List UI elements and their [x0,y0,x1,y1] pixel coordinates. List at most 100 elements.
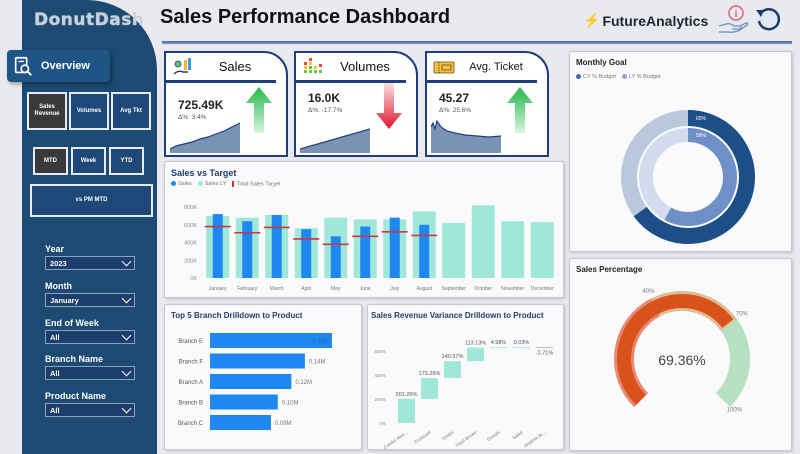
end-of-week-slicer: End of Week All [45,318,135,344]
panel-title: Top 5 Branch Drilldown to Product [171,311,303,320]
bar-sales [301,229,312,278]
trend-down-arrow-icon [376,83,402,129]
metric-button-volumes[interactable]: Volumes [69,92,109,130]
kpi-delta: Δ%: 25.6% [439,107,472,114]
top-branch-chart: Branch E 0.18M Branch F 0.14M Branch A 0.12M B… [178,333,332,430]
chart-legend: Sales Sales LY Total Sales Target [171,181,281,187]
branch-name-label: Branch Name [45,354,104,364]
gauge-band-label: 100% [727,407,743,413]
end-of-week-dropdown[interactable]: All [45,330,135,344]
trend-up-arrow-icon [246,87,272,133]
year-value: 2023 [50,258,67,268]
overview-label: Overview [41,60,90,72]
metric-selector: Sales Revenue Volumes Avg Tkt [27,92,151,130]
product-name-value: All [50,405,60,415]
data-label: 0.03% [514,340,530,346]
report-search-icon [14,56,32,76]
gauge-band [715,319,750,408]
ticket-icon [433,61,455,73]
kpi-value: 16.0K [308,91,341,105]
chart-legend: CY % Budget LY % Budget [576,74,661,80]
x-tick-label: Hash Brown [455,429,478,447]
volumes-sparkline [300,128,370,153]
product-name-slicer: Product Name All [45,391,135,417]
panel-title: Sales Percentage [576,265,643,274]
data-label: 0.12M [295,380,312,386]
sales-percentage-gauge: 40% 70% 100% 69.36% [614,289,750,413]
waterfall-bar [513,347,530,348]
bar-sales [419,224,430,278]
metric-button-sales-revenue[interactable]: Sales Revenue [27,92,67,130]
end-of-week-label: End of Week [45,318,99,328]
header-divider [162,41,792,43]
branch-bar [210,333,332,348]
period-button-mtd[interactable]: MTD [33,147,68,175]
volume-bars-icon [304,57,322,73]
bar-sales-ly [442,222,466,278]
year-slicer: Year 2023 [45,244,135,270]
x-tick-label: January [209,286,227,292]
gauge-value-label: 69.36% [658,352,705,368]
overview-button[interactable]: Overview [7,50,110,82]
end-of-week-value: All [50,332,60,342]
data-label: -2.71% [536,350,554,356]
kpi-card-volumes[interactable]: Volumes 16.0K Δ%: -17.7% [294,51,418,157]
variance-panel: Sales Revenue Variance Drilldown to Prod… [367,304,564,450]
x-tick-label: September [442,286,467,292]
trend-up-arrow-icon [507,87,533,133]
sales-sparkline [170,122,240,153]
kpi-label: Avg. Ticket [469,60,523,73]
kpi-delta: Δ%: -17.7% [308,107,343,114]
branch-name-dropdown[interactable]: All [45,366,135,380]
metric-button-avg-tkt[interactable]: Avg Tkt [111,92,151,130]
sales-vs-target-panel: Sales vs Target Sales Sales LY Total Sal… [164,161,564,298]
donut-arc-ly-budget [664,128,737,226]
kpi-card-avg-ticket[interactable]: Avg. Ticket 45.27 Δ%: 25.6% [425,51,549,157]
kpi-card-sales[interactable]: Sales 725.49K Δ%: 3.4% [164,51,288,157]
period-selector: MTD Week YTD [33,147,144,175]
x-tick-label: March [270,286,284,292]
category-label: Branch A [179,380,203,386]
month-dropdown[interactable]: January [45,293,135,307]
branch-name-value: All [50,368,60,378]
x-tick-label: July [390,286,399,292]
period-button-ytd[interactable]: YTD [109,147,144,175]
info-hand-icon[interactable]: i [716,4,750,36]
legend-item-sales: Sales [171,181,192,187]
y-tick-label: 600K [184,223,197,229]
branch-bar [210,415,271,430]
kpi-delta: Δ%: 3.4% [178,114,207,121]
y-tick-label: 0% [379,421,386,426]
gauge-band-label: 40% [642,289,655,295]
compare-button[interactable]: vs PM MTD [30,184,153,217]
bar-sales [389,217,400,278]
data-label: 201.26% [396,392,418,398]
year-dropdown[interactable]: 2023 [45,256,135,270]
donut-label-ly: 58% [696,133,707,139]
chevron-down-icon [121,403,132,413]
year-label: Year [45,244,65,254]
category-label: Branch F [179,360,204,366]
kpi-label: Volumes [340,59,390,74]
data-label: 113.13% [465,341,486,347]
bar-sales [271,214,282,278]
period-button-week[interactable]: Week [71,147,106,175]
svg-text:i: i [735,9,738,20]
legend-item-ly-budget: LY % Budget [621,74,661,80]
panel-title: Sales vs Target [171,168,237,178]
y-tick-label: 400K [184,241,197,247]
category-label: Branch E [178,339,203,345]
donut-arc-cy-budget [633,110,755,244]
x-tick-label: Salad [511,429,524,440]
gauge-value-arc [617,294,734,405]
month-label: Month [45,281,72,291]
bar-sales-ly [471,205,495,278]
brand-logo: ⚡ FutureAnalytics [583,12,708,29]
panel-title: Monthly Goal [576,58,627,67]
panel-title: Sales Revenue Variance Drilldown to Prod… [371,311,544,320]
reset-icon[interactable] [753,4,783,34]
product-name-dropdown[interactable]: All [45,403,135,417]
sales-percentage-panel: Sales Percentage 40% 70% 100% 69.36% [569,258,792,451]
page-title: Sales Performance Dashboard [160,6,451,28]
bar-sales [212,214,223,278]
